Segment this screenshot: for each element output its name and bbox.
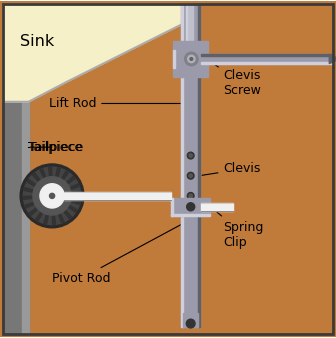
Bar	[171, 197, 210, 216]
Circle shape	[23, 167, 81, 225]
Bar	[171, 214, 210, 216]
Circle shape	[20, 164, 84, 228]
Bar	[171, 197, 173, 216]
Text: Tailpiece: Tailpiece	[28, 141, 82, 154]
Wedge shape	[24, 188, 52, 196]
Wedge shape	[36, 196, 52, 221]
Circle shape	[187, 152, 194, 159]
Circle shape	[40, 184, 64, 208]
Polygon shape	[329, 54, 336, 64]
Bar	[186, 4, 187, 68]
Circle shape	[190, 57, 193, 60]
Text: Pivot Rod: Pivot Rod	[52, 221, 188, 285]
Bar	[186, 4, 193, 68]
Bar	[201, 54, 333, 64]
Bar	[22, 4, 29, 334]
Text: Sink: Sink	[20, 34, 54, 49]
Wedge shape	[44, 196, 52, 224]
Bar	[3, 4, 29, 334]
Wedge shape	[49, 167, 52, 196]
Wedge shape	[40, 169, 52, 196]
Bar	[64, 192, 171, 200]
Bar	[181, 4, 183, 327]
Circle shape	[189, 174, 192, 177]
Circle shape	[49, 193, 55, 198]
Wedge shape	[52, 196, 55, 225]
Text: Tailpiece: Tailpiece	[29, 141, 83, 154]
Circle shape	[33, 177, 71, 215]
Wedge shape	[52, 176, 75, 196]
Circle shape	[185, 52, 198, 66]
Wedge shape	[52, 184, 79, 196]
Wedge shape	[52, 192, 81, 196]
Circle shape	[189, 194, 192, 197]
Bar	[181, 4, 200, 327]
Wedge shape	[52, 196, 80, 204]
Wedge shape	[33, 173, 52, 196]
Circle shape	[187, 55, 195, 63]
Text: Clevis
Screw: Clevis Screw	[204, 57, 261, 97]
Circle shape	[186, 319, 195, 328]
Bar	[173, 50, 175, 68]
Wedge shape	[29, 196, 52, 215]
Bar	[201, 62, 333, 64]
Wedge shape	[24, 196, 52, 199]
Polygon shape	[3, 4, 200, 102]
Circle shape	[187, 172, 194, 179]
Circle shape	[187, 203, 195, 211]
Bar	[198, 4, 200, 327]
Circle shape	[189, 154, 192, 157]
Bar	[201, 203, 233, 211]
Wedge shape	[52, 196, 77, 212]
Wedge shape	[52, 196, 64, 223]
Wedge shape	[52, 196, 72, 219]
Bar	[183, 313, 198, 327]
Wedge shape	[27, 179, 52, 196]
Wedge shape	[52, 171, 69, 196]
Text: Clevis: Clevis	[202, 163, 261, 175]
Bar	[173, 41, 208, 50]
Text: Spring
Clip: Spring Clip	[213, 209, 264, 248]
Text: Lift Rod: Lift Rod	[49, 97, 180, 110]
Wedge shape	[25, 196, 52, 208]
Circle shape	[187, 193, 194, 199]
Bar	[201, 54, 333, 56]
Wedge shape	[52, 168, 60, 196]
Bar	[173, 50, 208, 68]
Bar	[173, 68, 208, 77]
